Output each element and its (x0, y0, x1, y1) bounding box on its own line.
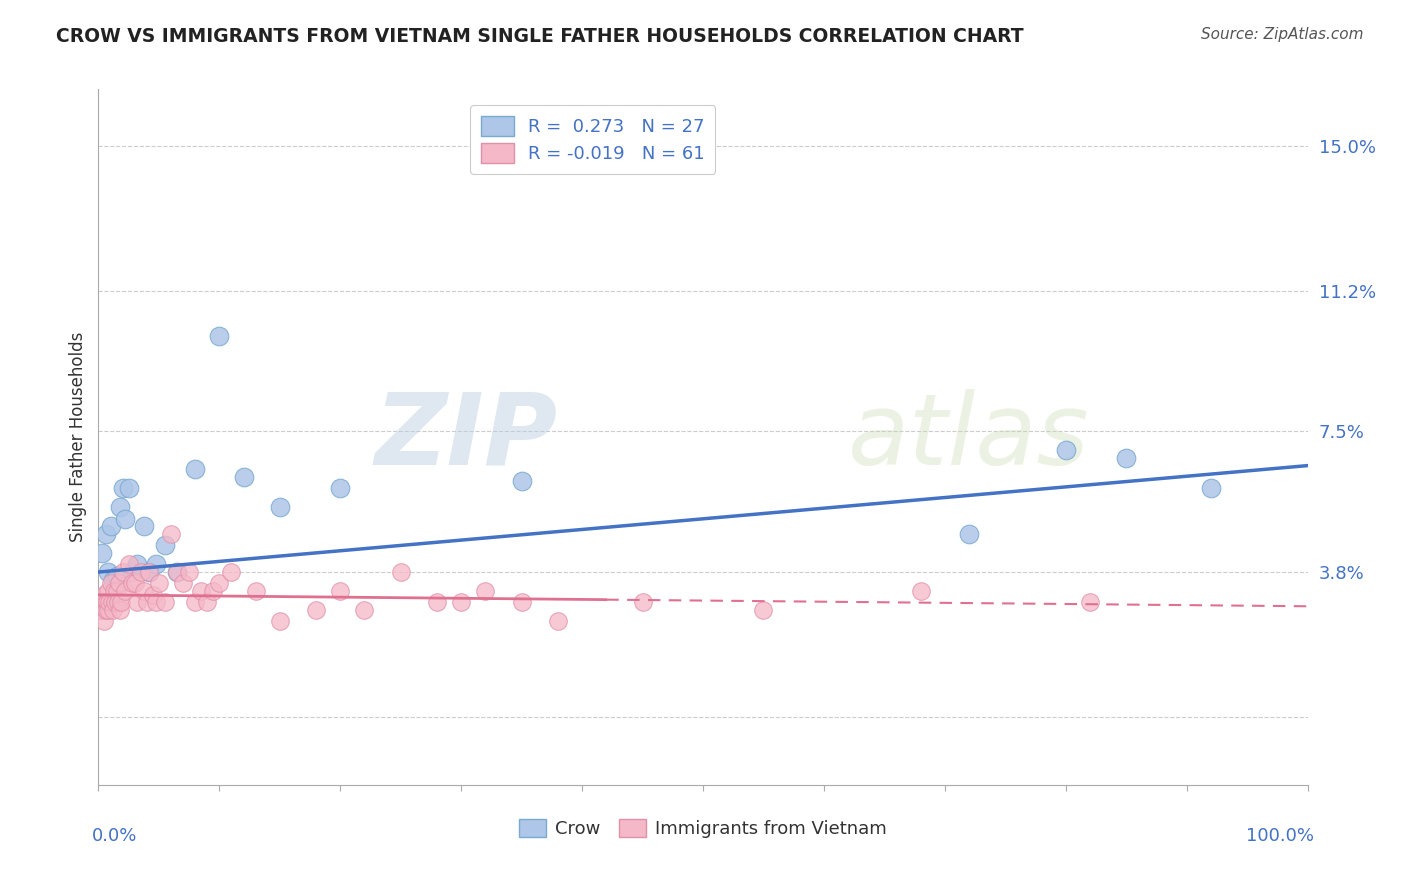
Point (269, 615, 291, 629)
Point (153, 538, 176, 552)
Text: Source: ZipAtlas.com: Source: ZipAtlas.com (1201, 27, 1364, 42)
Text: 100.0%: 100.0% (1246, 827, 1313, 845)
Point (108, 576, 131, 591)
Point (114, 512, 136, 526)
Point (97, 603, 120, 617)
Point (134, 519, 156, 533)
Point (329, 584, 352, 599)
Point (269, 500, 291, 515)
Y-axis label: Single Father Households: Single Father Households (69, 332, 87, 542)
Legend: Crow, Immigrants from Vietnam: Crow, Immigrants from Vietnam (512, 812, 894, 846)
Point (91, 603, 114, 617)
Point (160, 527, 183, 541)
Point (184, 462, 207, 476)
Point (166, 565, 188, 579)
Point (97, 565, 120, 579)
Point (108, 603, 131, 617)
Point (94, 603, 117, 617)
Point (134, 584, 156, 599)
Point (752, 603, 775, 617)
Point (91, 595, 114, 609)
Point (105, 569, 128, 583)
Point (104, 595, 127, 609)
Point (389, 565, 412, 579)
Point (91, 546, 114, 560)
Point (145, 595, 167, 609)
Point (305, 603, 328, 617)
Point (135, 595, 157, 609)
Point (208, 329, 231, 343)
Point (94, 527, 117, 541)
Point (1115, 450, 1137, 465)
Text: ZIP: ZIP (375, 389, 558, 485)
Point (93, 615, 115, 629)
Point (208, 576, 231, 591)
Point (100, 576, 122, 591)
Point (138, 565, 160, 579)
Point (108, 500, 131, 515)
Point (153, 595, 176, 609)
Point (1199, 482, 1222, 496)
Point (221, 565, 243, 579)
Point (166, 565, 188, 579)
Point (547, 615, 569, 629)
Point (245, 584, 267, 599)
Text: CROW VS IMMIGRANTS FROM VIETNAM SINGLE FATHER HOUSEHOLDS CORRELATION CHART: CROW VS IMMIGRANTS FROM VIETNAM SINGLE F… (56, 27, 1024, 45)
Point (353, 603, 375, 617)
Point (121, 565, 143, 579)
Point (111, 482, 134, 496)
Point (114, 584, 136, 599)
Point (510, 595, 533, 609)
Point (110, 595, 132, 609)
Point (93, 588, 115, 602)
Point (957, 527, 980, 541)
Point (124, 576, 146, 591)
Point (329, 482, 352, 496)
Point (202, 584, 225, 599)
Point (98, 595, 121, 609)
Point (145, 558, 167, 572)
Point (138, 565, 160, 579)
Point (118, 482, 141, 496)
Point (101, 573, 124, 587)
Point (96, 595, 118, 609)
Point (97, 584, 120, 599)
Point (101, 603, 124, 617)
Point (100, 595, 122, 609)
Point (1054, 443, 1077, 458)
Point (510, 474, 533, 488)
Point (121, 576, 143, 591)
Point (1078, 595, 1101, 609)
Text: atlas: atlas (848, 389, 1090, 485)
Point (127, 595, 149, 609)
Point (190, 584, 212, 599)
Point (90, 603, 112, 617)
Point (232, 470, 254, 484)
Point (100, 519, 122, 533)
Point (184, 595, 207, 609)
Point (89, 595, 111, 609)
Point (474, 584, 496, 599)
Point (118, 558, 141, 572)
Point (142, 588, 165, 602)
Point (107, 595, 129, 609)
Point (105, 584, 128, 599)
Point (450, 595, 472, 609)
Text: 0.0%: 0.0% (93, 827, 138, 845)
Point (195, 595, 218, 609)
Point (172, 576, 194, 591)
Point (426, 595, 449, 609)
Point (129, 565, 152, 579)
Point (127, 558, 149, 572)
Point (111, 565, 134, 579)
Point (103, 584, 125, 599)
Point (631, 595, 654, 609)
Point (148, 576, 170, 591)
Point (179, 565, 201, 579)
Point (94, 595, 117, 609)
Point (910, 584, 932, 599)
